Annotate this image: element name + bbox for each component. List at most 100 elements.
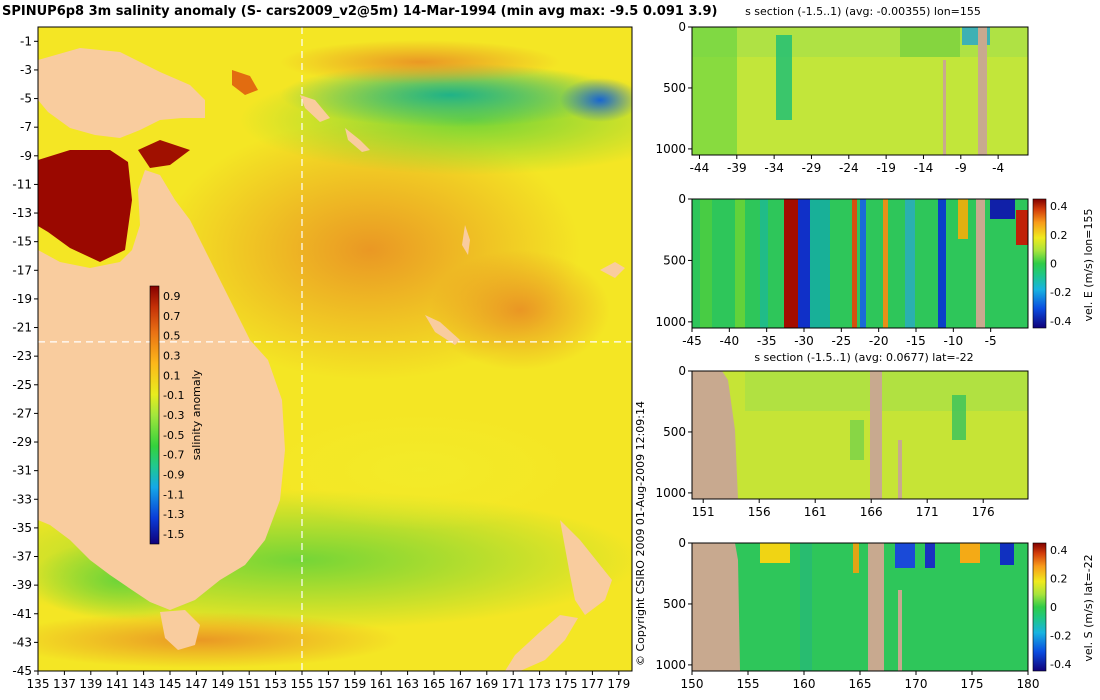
section3-land-ridge bbox=[870, 371, 882, 499]
section4-colorbar-tick-label: -0.4 bbox=[1050, 658, 1071, 671]
section3-ytick-label: 0 bbox=[678, 364, 686, 378]
section3-land-sliver bbox=[898, 440, 902, 499]
section3-y-axis: 0 500 1000 bbox=[655, 364, 692, 500]
section4-base bbox=[692, 543, 1028, 671]
section2-surface-j bbox=[958, 199, 968, 239]
section1-land-sliver bbox=[943, 60, 946, 155]
map-land-solomons-2 bbox=[345, 128, 370, 152]
section1-ytick-label: 1000 bbox=[655, 142, 686, 156]
section2-colorbar-tick-label: 0.2 bbox=[1050, 229, 1068, 242]
section1-xtick-label: -24 bbox=[839, 161, 859, 175]
section2-x-axis: -45 -40 -35 -30 -25 -20 -15 -10 -5 bbox=[682, 328, 997, 348]
section3-title: s section (-1.5..1) (avg: 0.0677) lat=-2… bbox=[754, 351, 973, 364]
map-land-fiji bbox=[600, 262, 625, 278]
section1-ytick-label: 500 bbox=[663, 81, 686, 95]
section2-band-a bbox=[700, 199, 712, 328]
map-land-nz-north bbox=[560, 520, 612, 615]
section4-colorbar-tick-label: -0.2 bbox=[1050, 629, 1071, 642]
map-xtick-label: 139 bbox=[79, 677, 102, 691]
section1-xtick-label: -39 bbox=[727, 161, 747, 175]
map-colorbar-tick-label: -0.5 bbox=[163, 429, 184, 442]
section4-xtick-label: 150 bbox=[681, 677, 704, 691]
section2-xtick-label: -20 bbox=[869, 334, 889, 348]
map-xtick-label: 145 bbox=[159, 677, 182, 691]
map-colorbar-tick-label: -0.3 bbox=[163, 409, 184, 422]
section2-ytick-label: 500 bbox=[663, 253, 686, 267]
map-xtick-label: 149 bbox=[211, 677, 234, 691]
map-torres-anomaly bbox=[138, 140, 190, 168]
section4-ytick-label: 0 bbox=[678, 536, 686, 550]
section2-land bbox=[976, 199, 985, 328]
map-ytick-label: -23 bbox=[12, 349, 32, 363]
map-xtick-label: 155 bbox=[291, 677, 314, 691]
section4-colorbar-ticks: 0.4 0.2 0 -0.2 -0.4 bbox=[1050, 544, 1071, 671]
map-ytick-label: -21 bbox=[12, 321, 32, 335]
section3-xtick-label: 176 bbox=[972, 505, 995, 519]
map-colorbar-tick-label: 0.7 bbox=[163, 310, 181, 323]
map-land-australia bbox=[38, 170, 285, 610]
section1-title: s section (-1.5..1) (avg: -0.00355) lon=… bbox=[745, 5, 981, 18]
map-colorbar-tick-label: -1.3 bbox=[163, 508, 184, 521]
map-colorbar-tick-label: -0.9 bbox=[163, 469, 184, 482]
section2-xtick-label: -5 bbox=[985, 334, 997, 348]
section2-jet-west bbox=[798, 199, 810, 328]
map-ytick-label: -43 bbox=[12, 635, 32, 649]
section3-ytick-label: 500 bbox=[663, 425, 686, 439]
section2-band-d bbox=[810, 199, 830, 328]
map-colorbar-tick-label: 0.5 bbox=[163, 330, 181, 343]
map-ytick-label: -25 bbox=[12, 378, 32, 392]
map-xtick-label: 141 bbox=[106, 677, 129, 691]
section2-surface-west bbox=[990, 199, 1015, 219]
map-xtick-label: 161 bbox=[370, 677, 393, 691]
section1-land bbox=[978, 27, 987, 155]
map-ytick-label: -3 bbox=[20, 63, 32, 77]
section2-colorbar-tick-label: -0.2 bbox=[1050, 286, 1071, 299]
map-colorbar-bar bbox=[149, 285, 160, 545]
section4-xtick-label: 175 bbox=[961, 677, 984, 691]
map-land-tasmania bbox=[160, 610, 200, 650]
section3-plot bbox=[692, 371, 1028, 499]
map-ytick-label: -37 bbox=[12, 550, 32, 564]
section3-frame bbox=[691, 370, 1029, 500]
map-colorbar: 0.9 0.7 0.5 0.3 0.1 -0.1 -0.3 -0.5 -0.7 -0.9 -1.1 -… bbox=[149, 285, 203, 545]
section1-xtick-label: -9 bbox=[955, 161, 967, 175]
map-ytick-label: -17 bbox=[12, 263, 32, 277]
section2-colorbar-label: vel. E (m/s) lon=155 bbox=[1082, 209, 1095, 322]
map-ytick-label: -29 bbox=[12, 435, 32, 449]
map-ytick-label: -35 bbox=[12, 521, 32, 535]
map-ytick-label: -41 bbox=[12, 607, 32, 621]
section4-xtick-label: 180 bbox=[1017, 677, 1040, 691]
section1-xtick-label: -19 bbox=[876, 161, 896, 175]
section3-land-shelf bbox=[692, 371, 738, 499]
section4-surface-f bbox=[1000, 543, 1014, 565]
section4-colorbar-label: vel. S (m/s) lat=-22 bbox=[1082, 554, 1095, 661]
section2-colorbar-bar bbox=[1032, 198, 1047, 329]
section1-x-axis: -44 -39 -34 -29 -24 -19 -14 -9 -4 bbox=[690, 155, 1004, 175]
section4-surface-c bbox=[895, 543, 915, 568]
section2-xtick-label: -40 bbox=[720, 334, 740, 348]
section2-deep-east bbox=[1016, 210, 1028, 245]
section2-colorbar-tick-label: 0.4 bbox=[1050, 200, 1068, 213]
map-colorbar-label: salinity anomaly bbox=[190, 369, 203, 460]
map-xtick-label: 151 bbox=[238, 677, 261, 691]
section2-jet-east bbox=[784, 199, 798, 328]
section2-y-axis: 0 500 1000 bbox=[655, 192, 692, 329]
map-land-newguinea bbox=[38, 48, 205, 138]
map-crosshair bbox=[38, 27, 632, 671]
map-salty-east bbox=[430, 250, 610, 370]
section2-band-i bbox=[938, 199, 946, 328]
map-colorbar-tick-label: 0.9 bbox=[163, 290, 181, 303]
map-fresh-pool bbox=[560, 78, 632, 122]
map-colorbar-ticks: 0.9 0.7 0.5 0.3 0.1 -0.1 -0.3 -0.5 -0.7 -0.9 -1.1 -… bbox=[163, 290, 184, 541]
map-land-newcaledonia bbox=[425, 315, 460, 345]
section4-surface-b bbox=[853, 543, 859, 573]
section4-ytick-label: 1000 bbox=[655, 658, 686, 672]
map-xtick-label: 165 bbox=[423, 677, 446, 691]
section2-band-f bbox=[860, 199, 866, 328]
map-xtick-label: 179 bbox=[607, 677, 630, 691]
map-colorbar-tick-label: -1.1 bbox=[163, 488, 184, 501]
section2-xtick-label: -25 bbox=[832, 334, 852, 348]
map-ytick-label: -15 bbox=[12, 235, 32, 249]
map-plot-area bbox=[38, 27, 632, 671]
section4-y-axis: 0 500 1000 bbox=[655, 536, 692, 672]
